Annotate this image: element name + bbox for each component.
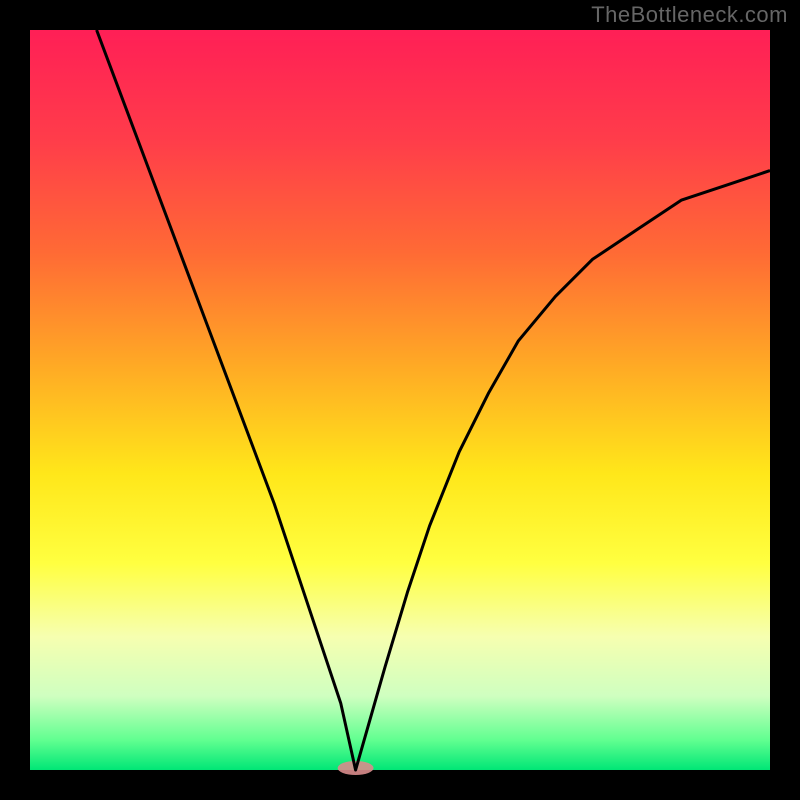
watermark-label: TheBottleneck.com [591,2,788,28]
plot-area [30,30,770,770]
chart-container: TheBottleneck.com [0,0,800,800]
bottleneck-chart [0,0,800,800]
